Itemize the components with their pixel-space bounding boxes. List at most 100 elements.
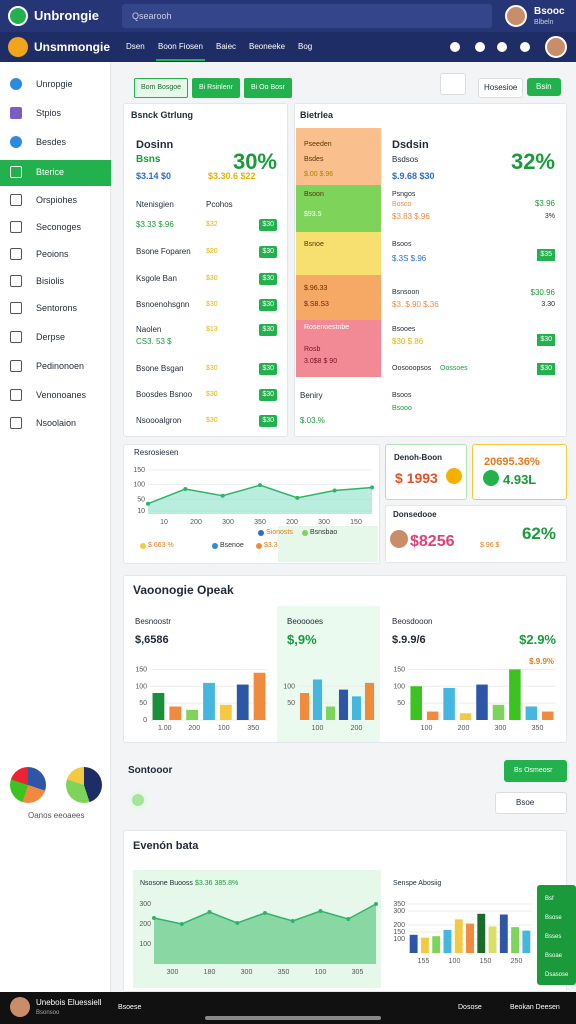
- sidebar-item[interactable]: Bterice: [36, 167, 65, 177]
- point: [318, 909, 323, 913]
- strip-text: 3.0$8 $ 90: [304, 358, 338, 365]
- y-tick-label: 150: [393, 666, 405, 673]
- kpi-title: Donsedooe: [393, 510, 437, 519]
- avatar-3: [10, 997, 30, 1017]
- bar: [459, 713, 472, 720]
- point: [290, 919, 295, 923]
- filter-pill[interactable]: Bi Oo Bosr: [244, 78, 292, 98]
- sidebar-item[interactable]: Seconoges: [36, 222, 82, 232]
- x-tick-label: 10: [160, 519, 168, 526]
- x-tick-label: 100: [449, 958, 461, 965]
- bar: [338, 689, 349, 720]
- nav-tab[interactable]: Beoneeke: [249, 42, 286, 51]
- x-tick-label: 250: [511, 958, 523, 965]
- row-value: $30: [206, 417, 218, 424]
- bottom-item: Beokan Deesen: [510, 1004, 560, 1011]
- strip-text: Bsoon: [304, 191, 324, 198]
- y-tick-label: 150: [135, 666, 147, 673]
- avatar[interactable]: [505, 5, 527, 27]
- panel-title: Bietrlea: [300, 110, 334, 120]
- nav-icon[interactable]: [497, 42, 507, 52]
- nav-icon[interactable]: [450, 42, 460, 52]
- bottom-sub: Bsonsoo: [36, 1010, 60, 1016]
- logo: [8, 6, 28, 26]
- legend-dot: [256, 543, 262, 549]
- kpi-value: 62%: [521, 524, 556, 543]
- strip-text: $.96.33: [304, 285, 328, 292]
- sidebar-icon: [10, 166, 22, 178]
- column-sub: $.9.9%: [529, 657, 554, 666]
- row-name: Nsoooalgron: [136, 416, 182, 425]
- action-button[interactable]: [504, 760, 567, 782]
- x-tick-label: 180: [204, 969, 216, 976]
- sidebar-item[interactable]: Orspiohes: [36, 195, 78, 205]
- bar: [492, 704, 505, 720]
- kpi-avatar: [390, 530, 408, 548]
- search-box[interactable]: [122, 4, 492, 28]
- bar: [420, 937, 429, 953]
- bar: [443, 929, 452, 953]
- filter-pill[interactable]: Bi Rsinlenr: [192, 78, 240, 98]
- chart: 10 50 100 150 10 200 300 350 200 300 150: [133, 467, 374, 526]
- x-tick-label: 150: [480, 958, 492, 965]
- sidebar-icon: [10, 417, 22, 429]
- filter-pill[interactable]: Bom Bosgoe: [134, 78, 189, 98]
- chart: 100 200 300 300 180 300 350 100 305: [139, 901, 378, 976]
- legend-dot: [258, 530, 264, 536]
- button[interactable]: Bsin: [527, 78, 561, 96]
- bottom-name: Unebois Eluessiell: [36, 998, 102, 1007]
- sidebar-item[interactable]: Peoions: [36, 249, 69, 259]
- chart: 0 50 100 150 1.00 200 100 350: [135, 666, 268, 732]
- side-item: Dsasose: [545, 972, 569, 978]
- strip-green: [296, 185, 381, 232]
- dropdown-label: Bsoe: [516, 798, 535, 807]
- point: [370, 485, 374, 490]
- row-text: $30.96: [530, 288, 555, 297]
- sidebar-icon: [10, 360, 22, 372]
- footer-text: Bsoos: [392, 392, 412, 399]
- dropdown[interactable]: [495, 792, 567, 814]
- strip-text: Bsnoe: [304, 241, 324, 248]
- nav-icon[interactable]: [520, 42, 530, 52]
- legend-dot: [140, 543, 146, 549]
- bar: [488, 926, 497, 953]
- nav-icon[interactable]: [475, 42, 485, 52]
- bar: [477, 913, 486, 953]
- sidebar-item[interactable]: Nsoolaion: [36, 418, 77, 428]
- sidebar-item[interactable]: Derpse: [36, 332, 66, 342]
- row-value: $30: [206, 391, 218, 398]
- kpi-icon: [483, 470, 499, 486]
- sidebar-item[interactable]: Pedinonoen: [36, 361, 85, 371]
- sidebar-item[interactable]: Stpios: [36, 108, 62, 118]
- sidebar-item[interactable]: Unropgie: [36, 79, 73, 89]
- hero-meta: $3.30.6 $22: [208, 171, 256, 181]
- footer-text: Bsooo: [392, 405, 412, 412]
- bar: [509, 669, 521, 720]
- select[interactable]: Hosesioe: [478, 78, 524, 98]
- strip-text: Pseeden: [304, 141, 332, 148]
- strip-text: $93.5: [304, 211, 322, 218]
- sidebar-item[interactable]: Bisiolis: [36, 276, 65, 286]
- user-name: Bsooc: [534, 6, 565, 17]
- row-text: $30 $.86: [392, 337, 424, 346]
- bar: [364, 682, 375, 720]
- panel-title: Bsnck Gtrlung: [131, 110, 194, 120]
- nav-tab[interactable]: Dsen: [126, 42, 145, 51]
- bar: [511, 927, 520, 953]
- row-name: Naolen: [136, 325, 162, 334]
- nav-tab[interactable]: Boon Fiosen: [158, 42, 203, 51]
- button-label: Bs Osmeosr: [514, 767, 553, 774]
- sidebar-item[interactable]: Sentorons: [36, 303, 78, 313]
- point: [332, 488, 337, 493]
- nav-tab[interactable]: Baiec: [216, 42, 237, 51]
- sidebar-item[interactable]: Besdes: [36, 137, 67, 147]
- point: [258, 483, 262, 488]
- sidebar-item[interactable]: Venonoanes: [36, 390, 87, 400]
- row-value: $20: [206, 248, 218, 255]
- icon-button[interactable]: [440, 73, 466, 95]
- logo-2: [8, 37, 28, 57]
- row-value: $32: [206, 221, 218, 228]
- row-name: $3.33 $.96: [136, 220, 174, 229]
- nav-tab[interactable]: Bog: [298, 42, 313, 51]
- avatar-2[interactable]: [545, 36, 567, 58]
